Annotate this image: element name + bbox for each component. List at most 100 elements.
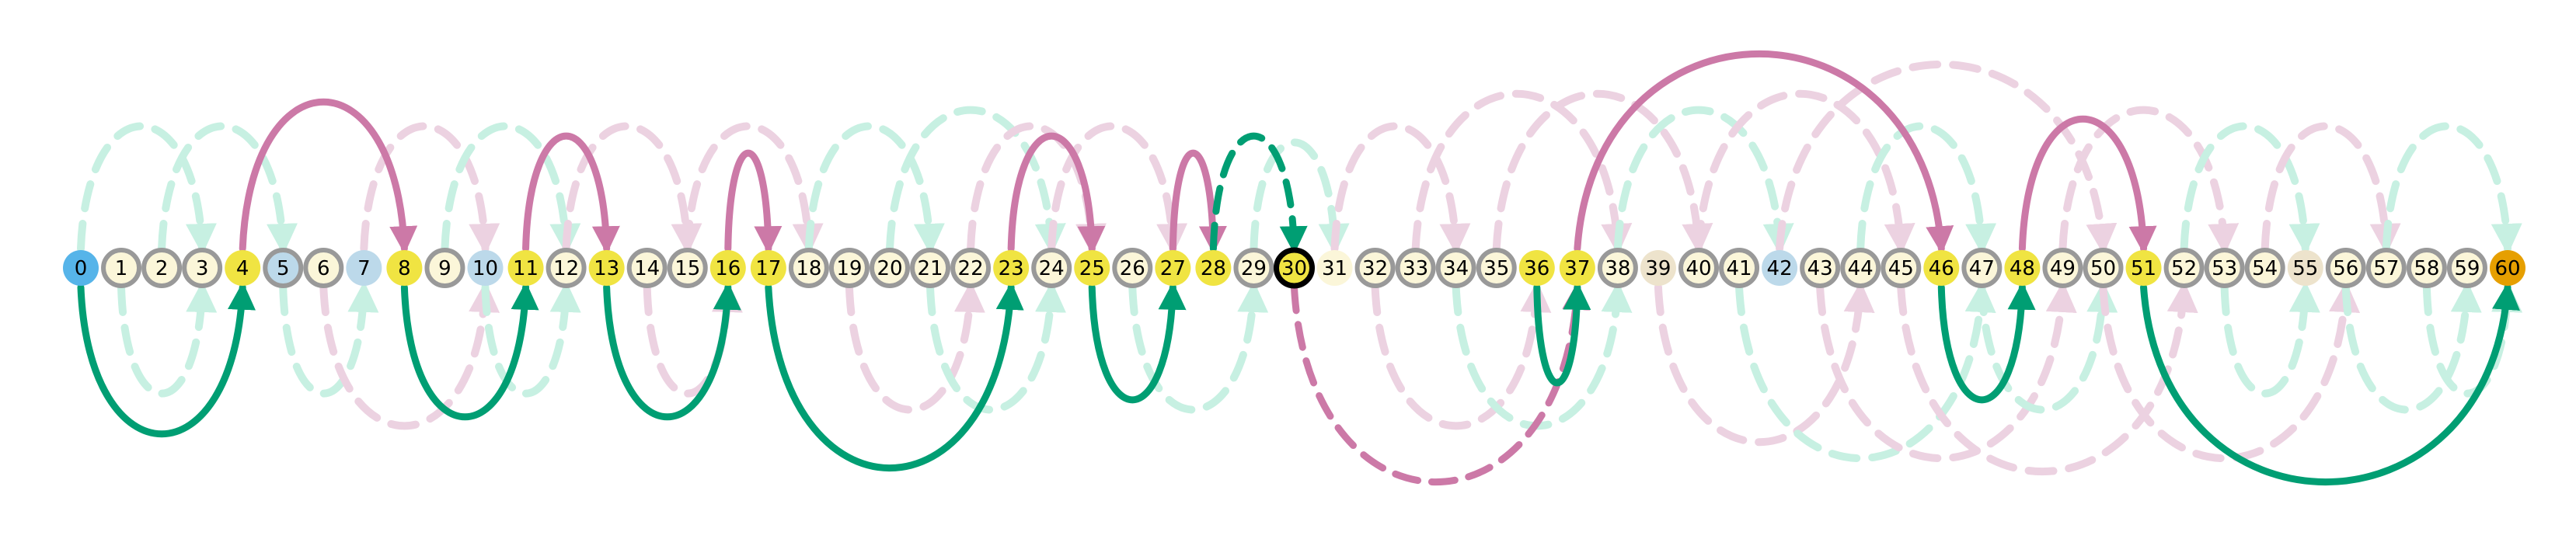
board-node: 53	[2204, 248, 2245, 288]
ladder-jump-11-13	[522, 132, 620, 255]
node-circle	[828, 248, 870, 288]
ladder-jump-37-46	[1574, 50, 1954, 255]
node-label: 19	[836, 257, 862, 280]
board-node: 55	[2287, 250, 2323, 286]
node-label: 54	[2252, 257, 2278, 280]
node-circle	[467, 250, 504, 286]
board-node: 23	[993, 250, 1030, 286]
node-circle	[546, 248, 587, 288]
faint-snake-jump-21-24	[926, 281, 1066, 414]
board-node: 34	[1435, 248, 1476, 288]
board-node: 33	[1395, 248, 1436, 288]
node-label: 57	[2373, 257, 2399, 280]
node-circle	[2125, 250, 2162, 286]
board-node: 49	[2042, 248, 2083, 288]
board-node: 38	[1597, 248, 1638, 288]
node-label: 1	[115, 257, 128, 280]
node-circle	[1155, 250, 1191, 286]
node-circle	[1031, 248, 1072, 288]
node-label: 51	[2131, 257, 2156, 280]
snake-jump-25-27	[1088, 281, 1187, 404]
faint-snake-jump-5-7	[279, 281, 379, 398]
faint-ladder-jump-33-38	[1411, 89, 1633, 255]
ladder-jump-27-28	[1169, 149, 1227, 255]
faint-ladder-jump-24-27	[1047, 122, 1188, 255]
faint-snake-jump-0-3	[77, 122, 217, 255]
board-node: 41	[1719, 248, 1760, 288]
node-label: 9	[438, 257, 451, 280]
node-label: 48	[2010, 257, 2035, 280]
node-circle	[1597, 248, 1638, 288]
board-node: 10	[467, 250, 504, 286]
faint-ladder-jump-50-56	[2099, 281, 2361, 463]
node-circle	[626, 248, 668, 288]
board-node: 35	[1476, 248, 1517, 288]
node-label: 5	[277, 257, 290, 280]
board-node: 16	[709, 250, 746, 286]
node-circle	[303, 248, 344, 288]
board-node: 56	[2325, 248, 2366, 288]
faint-ladder-jump-12-15	[562, 122, 702, 255]
node-circle	[2406, 248, 2447, 288]
board-node: 5	[263, 248, 304, 288]
faint-snake-jump-10-12	[481, 281, 581, 398]
node-label: 20	[877, 257, 902, 280]
node-circle	[2204, 248, 2245, 288]
node-label: 38	[1605, 257, 1630, 280]
board-node: 39	[1640, 250, 1676, 286]
board-node: 25	[1074, 250, 1110, 286]
board-node: 43	[1800, 248, 1841, 288]
node-label: 45	[1888, 257, 1914, 280]
node-label: 24	[1039, 257, 1065, 280]
faint-snake-jump-53-55	[2220, 281, 2320, 398]
board-node: 31	[1316, 250, 1353, 286]
node-label: 35	[1483, 257, 1509, 280]
node-label: 2	[155, 257, 169, 280]
faint-ladder-jump-14-16	[643, 281, 743, 398]
node-label: 33	[1403, 257, 1428, 280]
node-circle	[1274, 247, 1315, 289]
board-node: 27	[1155, 250, 1191, 286]
node-label: 6	[317, 257, 330, 280]
node-label: 4	[236, 257, 249, 280]
faint-snake-jump-56-59	[2341, 281, 2482, 414]
board-node: 9	[424, 248, 465, 288]
board-node: 30	[1274, 247, 1315, 289]
faint-snake-jump-44-47	[1856, 122, 1997, 255]
node-label: 59	[2454, 257, 2480, 280]
board-node: 18	[788, 248, 829, 288]
ladder-jump-4-8	[239, 99, 418, 255]
board-node: 8	[386, 250, 423, 286]
node-label: 25	[1079, 257, 1105, 280]
board-node: 19	[828, 248, 870, 288]
node-circle	[1881, 248, 1922, 288]
snake-jump-17-23	[765, 281, 1024, 471]
node-label: 53	[2212, 257, 2237, 280]
node-circle	[1435, 248, 1476, 288]
node-circle	[1961, 248, 2003, 288]
node-label: 58	[2414, 257, 2439, 280]
node-label: 16	[715, 257, 741, 280]
node-circle	[346, 250, 382, 286]
node-label: 8	[398, 257, 411, 280]
board-node: 58	[2406, 248, 2447, 288]
board-node: 59	[2446, 248, 2487, 288]
node-circle	[1719, 248, 1760, 288]
board-node: 36	[1518, 250, 1555, 286]
node-circle	[1559, 250, 1595, 286]
node-circle	[709, 250, 746, 286]
board-node: 12	[546, 248, 587, 288]
board-node: 29	[1233, 248, 1274, 288]
node-circle	[1476, 248, 1517, 288]
node-circle	[1518, 250, 1555, 286]
bold-jumps	[77, 50, 2520, 486]
board-node: 28	[1195, 250, 1232, 286]
faint-snake-jump-52-55	[2180, 122, 2320, 255]
node-label: 30	[1281, 257, 1307, 280]
node-label: 23	[999, 257, 1024, 280]
node-label: 18	[796, 257, 821, 280]
node-label: 32	[1362, 257, 1388, 280]
snake-jump-46-48	[1937, 281, 2036, 404]
node-circle	[1316, 250, 1353, 286]
